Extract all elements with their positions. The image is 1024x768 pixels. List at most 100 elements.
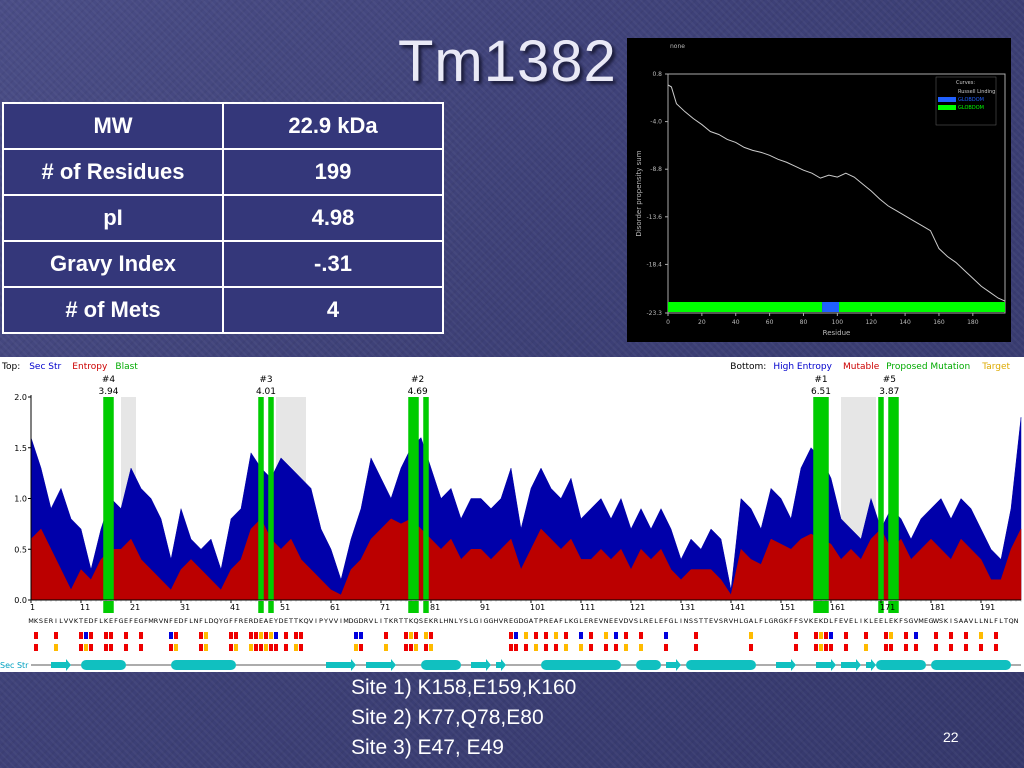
sequence-residue: E [284, 617, 288, 625]
x-tick-label: 100 [832, 319, 844, 326]
sequence-residue: Y [458, 617, 463, 625]
x-tick-label: 140 [899, 319, 911, 326]
sequence-residue: G [778, 617, 783, 625]
sequence-residue: F [234, 617, 238, 625]
sequence-residue: T [383, 617, 388, 625]
sequence-residue: E [924, 617, 928, 625]
x-tick-label: 120 [865, 319, 877, 326]
mutability-mark [829, 632, 833, 639]
sequence-residue: E [839, 617, 843, 625]
sequence-residue: F [114, 617, 118, 625]
sequence-residue: K [864, 617, 869, 625]
mutability-mark [554, 644, 558, 651]
sequence-residue: A [964, 617, 969, 625]
sequence-residue: H [734, 617, 739, 625]
header-legend-item: High Entropy [773, 362, 832, 372]
sequence-residue: T [398, 617, 403, 625]
mutability-mark [904, 632, 908, 639]
site-bar-bottom [258, 601, 264, 613]
mutability-mark [934, 632, 938, 639]
sequence-residue: G [573, 617, 578, 625]
sequence-residue: E [44, 617, 48, 625]
site-score: 4.01 [256, 387, 276, 397]
mutability-mark [579, 632, 583, 639]
helix-segment [171, 660, 236, 670]
mutability-mark [964, 632, 968, 639]
sequence-residue: N [684, 617, 689, 625]
site-label: #3 [259, 375, 272, 385]
mutability-mark [544, 644, 548, 651]
x-tick-label: 60 [766, 319, 774, 326]
helix-segment [686, 660, 756, 670]
strand-arrow [841, 659, 861, 671]
sequence-residue: T [403, 617, 408, 625]
sequence-residue: A [264, 617, 269, 625]
sequence-residue: D [358, 617, 363, 625]
mutability-mark [994, 632, 998, 639]
mutability-mark [614, 632, 618, 639]
x-tick-label: 71 [380, 603, 390, 612]
sequence-residue: R [364, 617, 369, 625]
sequence-residue: K [819, 617, 824, 625]
property-value: 22.9 kDa [222, 102, 444, 150]
mutability-mark [884, 644, 888, 651]
site-bar [823, 397, 829, 600]
mutability-mark [54, 644, 58, 651]
sequence-residue: L [884, 617, 888, 625]
mutability-mark [284, 644, 288, 651]
sequence-residue: Q [1008, 617, 1013, 625]
legend-entry: GLOBDOM [958, 97, 984, 103]
mutability-mark [424, 644, 428, 651]
sequence-residue: D [623, 617, 628, 625]
sequence-residue: E [879, 617, 883, 625]
sequence-residue: E [849, 617, 853, 625]
mutability-mark [259, 632, 263, 639]
strand-arrow [51, 659, 71, 671]
x-tick-label: 91 [480, 603, 490, 612]
sequence-residue: D [208, 617, 213, 625]
sequence-residue: R [434, 617, 439, 625]
sequence-residue: E [659, 617, 663, 625]
mutability-mark [409, 632, 413, 639]
sequence-residue: S [799, 617, 803, 625]
sequence-residue: L [454, 617, 458, 625]
site-label: #5 [883, 375, 896, 385]
mutability-mark [359, 632, 363, 639]
site-bar [423, 397, 429, 600]
mutability-mark [104, 632, 108, 639]
sequence-residue: E [109, 617, 113, 625]
y-tick-label: 0.8 [652, 71, 662, 78]
sequence-residue: G [908, 617, 913, 625]
properties-table: MW 22.9 kDa # of Residues 199 pI 4.98 Gravy In… [2, 102, 444, 334]
mutability-mark [964, 644, 968, 651]
mutability-mark [109, 644, 113, 651]
property-value: -.31 [222, 240, 444, 288]
sequence-residue: R [589, 617, 594, 625]
y-tick-label: -4.0 [650, 119, 662, 126]
x-tick-label: 180 [967, 319, 979, 326]
sequence-residue: V [969, 617, 974, 625]
sequence-residue: G [513, 617, 518, 625]
mutability-mark [354, 632, 358, 639]
sequence-residue: R [544, 617, 549, 625]
mutability-mark [794, 632, 798, 639]
sequence-residue: L [974, 617, 978, 625]
mutability-mark [204, 632, 208, 639]
sequence-residue: F [664, 617, 668, 625]
sequence-residue: E [84, 617, 88, 625]
x-tick-label: 191 [980, 603, 995, 612]
mutability-mark [884, 632, 888, 639]
sequence-residue: S [634, 617, 638, 625]
sequence-residue: G [118, 617, 123, 625]
y-tick-label: -13.6 [646, 214, 662, 221]
sequence-residue: E [609, 617, 613, 625]
x-tick-label: 141 [730, 603, 745, 612]
sequence-residue: I [950, 617, 952, 625]
sequence-residue: R [154, 617, 159, 625]
sequence-residue: V [619, 617, 624, 625]
entropy-area [30, 518, 1022, 601]
legend-entry: Russell Linding [958, 89, 995, 95]
sequence-residue: F [994, 617, 998, 625]
sequence-residue: A [959, 617, 964, 625]
sequence-residue: E [509, 617, 513, 625]
